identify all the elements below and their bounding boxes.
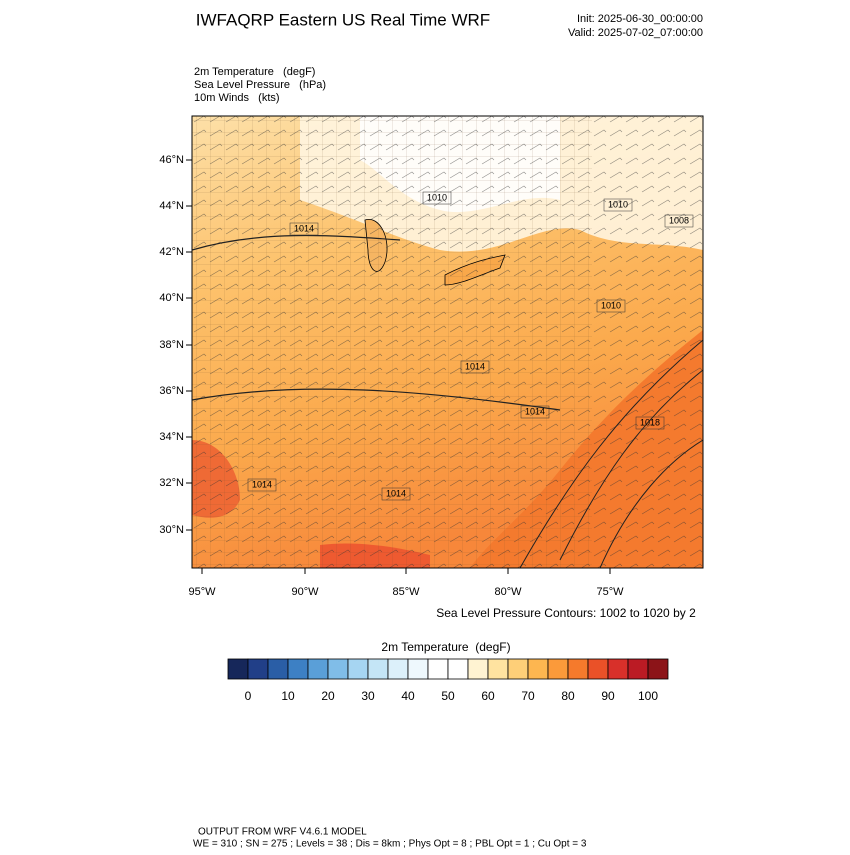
lat-label: 42°N <box>159 246 184 258</box>
init-time: Init: 2025-06-30_00:00:00 <box>577 13 703 25</box>
contour-label: 1014 <box>386 488 406 498</box>
footer-line: WE = 310 ; SN = 275 ; Levels = 38 ; Dis … <box>193 839 587 850</box>
colorbar-box <box>407 658 429 680</box>
lon-label: 80°W <box>494 586 522 598</box>
contour-note: Sea Level Pressure Contours: 1002 to 102… <box>436 606 696 620</box>
colorbar-box <box>647 658 669 680</box>
colorbar-box <box>267 658 289 680</box>
colorbar-tick-label: 0 <box>245 689 252 703</box>
colorbar-box <box>487 658 509 680</box>
contour-label-box <box>635 416 665 430</box>
colorbar-box <box>367 658 389 680</box>
field-label: 10m Winds (kts) <box>194 92 280 104</box>
colorbar-box <box>347 658 369 680</box>
colorbar-box <box>527 658 549 680</box>
contour-label-box <box>664 214 694 228</box>
isobar <box>519 339 703 568</box>
contour-label-box <box>381 487 411 501</box>
contour-label-box <box>289 222 319 236</box>
colorbar-tick-label: 50 <box>441 689 455 703</box>
colorbar-box <box>567 658 589 680</box>
map-area <box>192 116 703 568</box>
title: IWFAQRP Eastern US Real Time WRF <box>196 10 490 29</box>
contour-label: 1014 <box>294 223 314 233</box>
contour-label: 1014 <box>252 479 272 489</box>
field-label: 2m Temperature (degF) <box>194 66 315 78</box>
contour-label-box <box>247 478 277 492</box>
contour-label: 1010 <box>601 300 621 310</box>
lon-label: 90°W <box>291 586 319 598</box>
colorbar-box <box>447 658 469 680</box>
colorbar-box <box>287 658 309 680</box>
footer-line: OUTPUT FROM WRF V4.6.1 MODEL <box>198 827 367 838</box>
colorbar-tick-label: 70 <box>521 689 535 703</box>
field-label: Sea Level Pressure (hPa) <box>194 79 326 91</box>
valid-time: Valid: 2025-07-02_07:00:00 <box>568 27 703 39</box>
contour-label-box <box>596 299 626 313</box>
lat-label: 34°N <box>159 431 184 443</box>
state-border <box>192 234 561 411</box>
lat-label: 38°N <box>159 339 184 351</box>
colorbar-box <box>387 658 409 680</box>
colorbar-tick-label: 30 <box>361 689 375 703</box>
lat-label: 40°N <box>159 292 184 304</box>
contour-label: 1010 <box>608 199 628 209</box>
contour-label-box <box>603 198 633 212</box>
contour-label-box <box>460 360 490 374</box>
colorbar-tick-label: 90 <box>601 689 615 703</box>
lon-label: 85°W <box>392 586 420 598</box>
lon-label: 95°W <box>188 586 216 598</box>
wind-barbs <box>192 116 703 568</box>
lat-label: 36°N <box>159 385 184 397</box>
colorbar-tick-label: 60 <box>481 689 495 703</box>
colorbar-title: 2m Temperature (degF) <box>381 640 510 654</box>
colorbar-box <box>607 658 629 680</box>
contour-label: 1010 <box>427 192 447 202</box>
colorbar-tick-label: 20 <box>321 689 335 703</box>
lon-label: 75°W <box>596 586 624 598</box>
colorbar-box <box>467 658 489 680</box>
colorbar-box <box>247 658 269 680</box>
contour-label-box <box>422 191 452 205</box>
lat-label: 30°N <box>159 524 184 536</box>
colorbar-box <box>547 658 569 680</box>
colorbar-tick-label: 100 <box>638 689 658 703</box>
colorbar-box <box>427 658 449 680</box>
colorbar-box <box>307 658 329 680</box>
colorbar-box <box>627 658 649 680</box>
contour-label: 1018 <box>640 417 660 427</box>
colorbar-tick-label: 80 <box>561 689 575 703</box>
contour-label: 1014 <box>465 361 485 371</box>
colorbar-box <box>507 658 529 680</box>
plot-frame <box>191 115 704 569</box>
lat-label: 46°N <box>159 154 184 166</box>
colorbar-box <box>227 658 249 680</box>
lat-label: 44°N <box>159 200 184 212</box>
contour-label-box <box>520 405 550 419</box>
colorbar-box <box>327 658 349 680</box>
colorbar-box <box>587 658 609 680</box>
colorbar-tick-label: 10 <box>281 689 295 703</box>
lat-label: 32°N <box>159 477 184 489</box>
colorbar-tick-label: 40 <box>401 689 415 703</box>
contour-label: 1014 <box>525 406 545 416</box>
contour-label: 1008 <box>669 215 689 225</box>
